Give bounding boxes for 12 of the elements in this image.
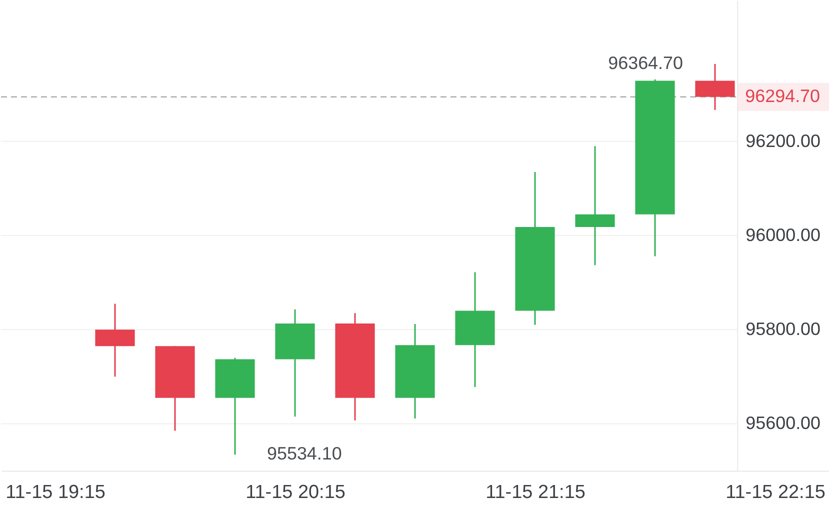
x-tick-label: 11-15 21:15 [486,482,586,504]
x-tick-label: 11-15 19:15 [6,482,106,504]
x-tick-label: 11-15 22:15 [726,482,826,504]
annotation: 96364.70 [608,52,684,73]
annotation: 95534.10 [266,444,342,464]
y-tick-label: 96000.00 [746,225,821,246]
y-tick-label: 96200.00 [746,130,821,151]
candlestick [575,145,615,266]
y-tick-label: 95600.00 [746,413,821,434]
ref-line-label: 96294.70 [745,86,820,106]
y-tick-label: 95800.00 [746,319,821,340]
x-tick-label: 11-15 20:15 [246,482,346,504]
